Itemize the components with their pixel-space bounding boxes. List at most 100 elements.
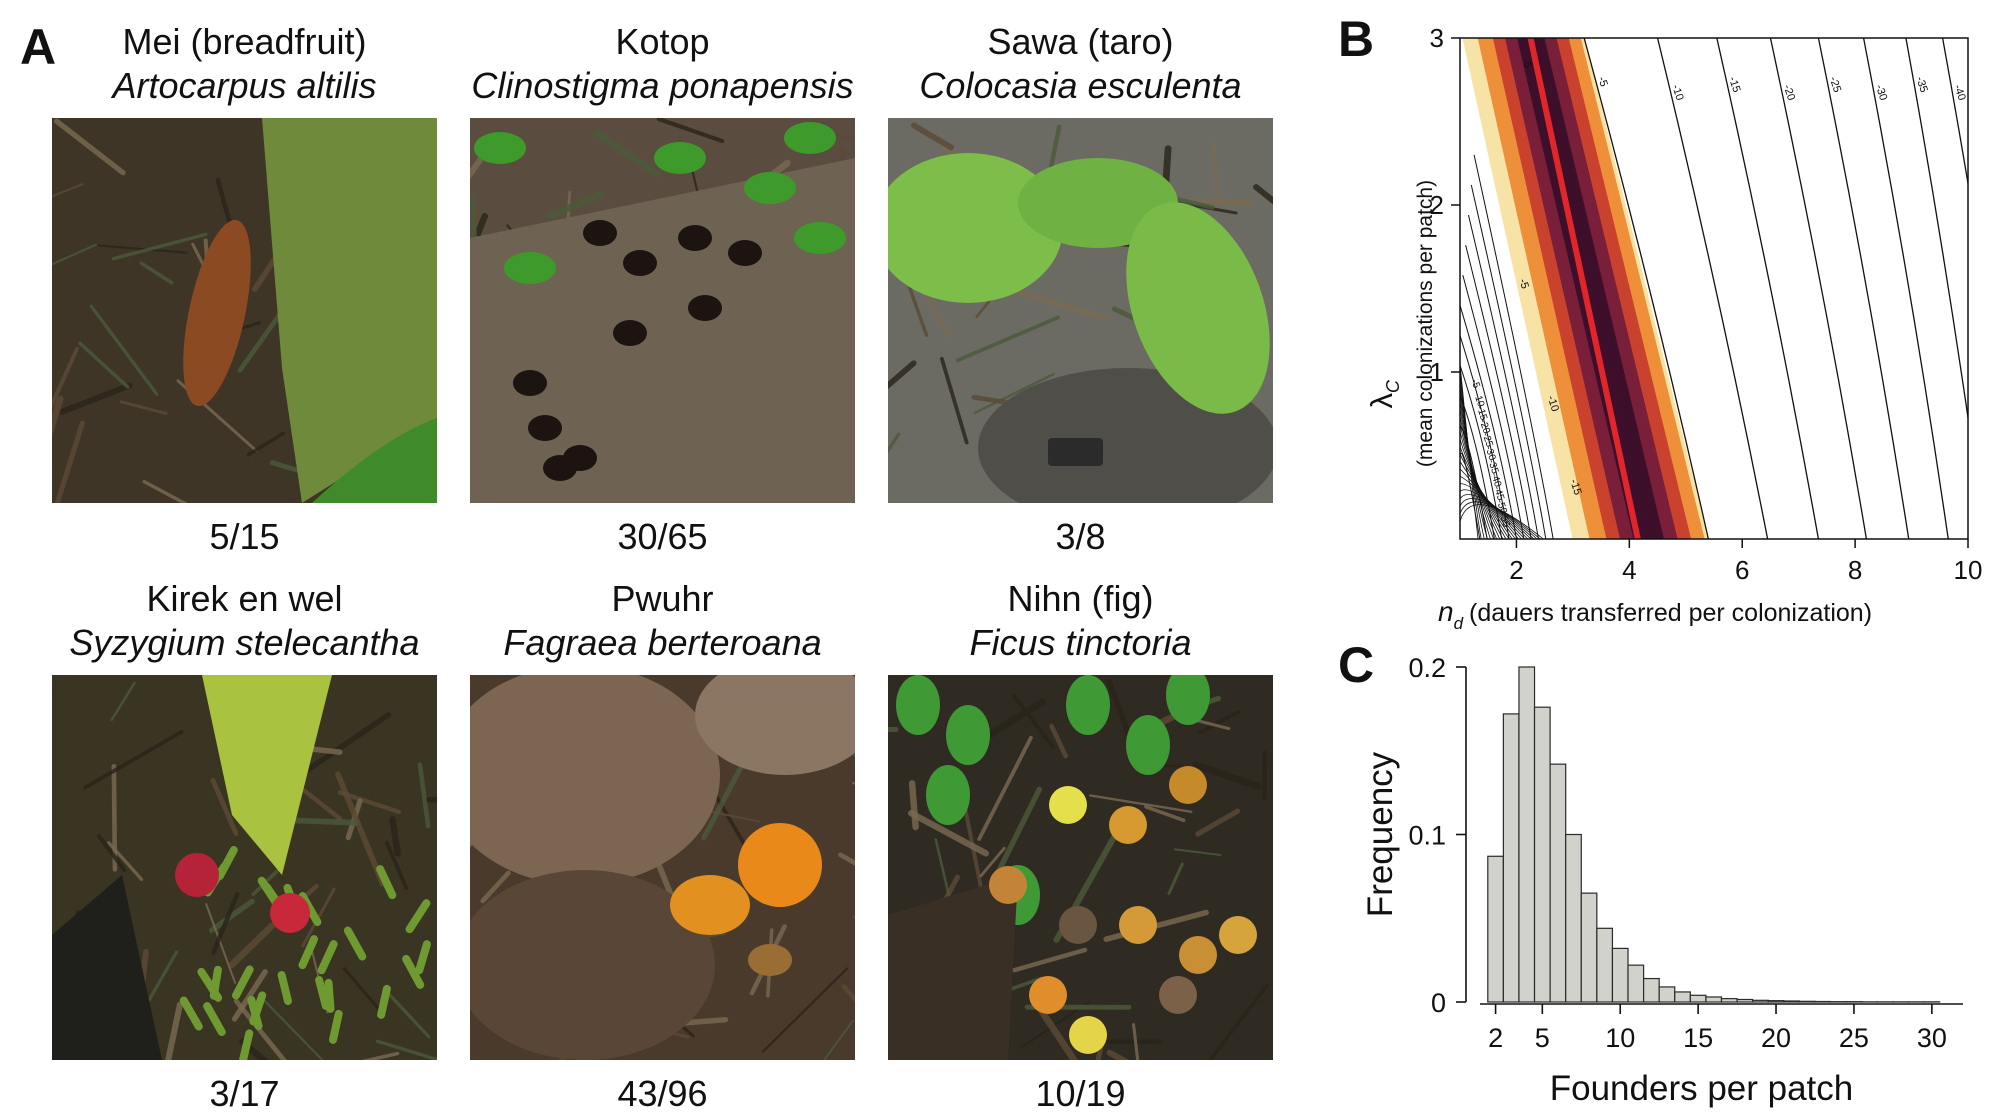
histogram-bar — [1628, 965, 1644, 1002]
contour-line — [1906, 38, 1985, 539]
fig-fruit — [1059, 906, 1097, 944]
x-axis-label: Founders per patch — [1550, 1069, 1854, 1108]
histogram-bar — [1597, 928, 1613, 1002]
palm-seed — [513, 370, 547, 396]
specimen-photo — [888, 675, 1273, 1060]
x-tick-label: 25 — [1839, 1023, 1869, 1053]
palm-seed — [613, 320, 647, 346]
orange-fruit — [670, 875, 750, 935]
histogram-bar — [1519, 667, 1535, 1002]
specimen-cell: Nihn (fig) Ficus tinctoria 10/19 — [888, 577, 1273, 1116]
scientific-name: Fagraea berteroana — [470, 621, 855, 665]
y-tick-label: 0.1 — [1408, 821, 1446, 851]
contour-line — [1717, 38, 1819, 539]
fig-fruit — [1069, 1016, 1107, 1054]
x-tick-label: 10 — [1605, 1023, 1635, 1053]
histogram-bar — [1535, 707, 1551, 1002]
specimen-cell: Pwuhr Fagraea berteroana 43/96 — [470, 577, 855, 1116]
specimen-cell: Kirek en wel Syzygium stelecantha 3/17 — [52, 577, 437, 1116]
seedling-leaf — [744, 172, 796, 204]
specimen-photo — [888, 118, 1273, 503]
histogram-bar — [1488, 856, 1504, 1002]
x-tick-label: 30 — [1917, 1023, 1947, 1053]
palm-seed — [563, 445, 597, 471]
seedling-leaf — [504, 252, 556, 284]
histogram-bar — [1815, 1001, 1831, 1002]
infection-count: 43/96 — [470, 1072, 855, 1116]
histogram-bar — [1644, 979, 1660, 1002]
palm-seed — [528, 415, 562, 441]
photo-illustration — [470, 118, 855, 503]
x-tick-label: 20 — [1761, 1023, 1791, 1053]
seedling-leaf — [654, 142, 706, 174]
x-axis-label: nd(dauers transferred per colonization) — [1438, 596, 1872, 633]
photo-illustration — [470, 675, 855, 1060]
scientific-name: Syzygium stelecantha — [52, 621, 437, 665]
fig-fruit — [1049, 786, 1087, 824]
photo-illustration — [52, 118, 437, 503]
scientific-name: Artocarpus altilis — [52, 64, 437, 108]
x-tick-label: 2 — [1488, 1023, 1503, 1053]
seedling-leaf — [474, 132, 526, 164]
infection-count: 5/15 — [52, 515, 437, 559]
histogram-bar — [1784, 1001, 1800, 1002]
fig-fruit — [989, 866, 1027, 904]
y-axis-label: (mean colonizations per patch) — [1414, 180, 1437, 467]
infection-count: 3/17 — [52, 1072, 437, 1116]
fig-leaf — [896, 675, 940, 735]
palm-seed — [623, 250, 657, 276]
fig-fruit — [1179, 936, 1217, 974]
moss-strand — [329, 983, 331, 1009]
scientific-name: Clinostigma ponapensis — [470, 64, 855, 108]
fig-leaf — [926, 765, 970, 825]
common-name: Mei (breadfruit) — [52, 20, 437, 64]
panel-label-a: A — [20, 22, 56, 72]
y-tick-label: 0 — [1431, 988, 1446, 1018]
fig-fruit — [1029, 976, 1067, 1014]
palm-seed — [688, 295, 722, 321]
histogram-bar — [1753, 1000, 1769, 1002]
specimen-photo — [52, 118, 437, 503]
histogram-bar — [1799, 1001, 1815, 1002]
fig-fruit — [1109, 806, 1147, 844]
common-name: Kirek en wel — [52, 577, 437, 621]
contour-line — [1463, 275, 1524, 539]
histogram-bar — [1706, 997, 1722, 1002]
palm-seed — [583, 220, 617, 246]
specimen-cell: Sawa (taro) Colocasia esculenta 3/8 — [888, 20, 1273, 559]
histogram-bar — [1581, 893, 1597, 1002]
x-tick-label: 6 — [1735, 555, 1749, 585]
histogram-bar — [1722, 999, 1738, 1002]
x-tick-label: 10 — [1954, 555, 1983, 585]
photo-illustration — [52, 675, 437, 1060]
contour-line — [1770, 38, 1866, 539]
seedling-leaf — [784, 122, 836, 154]
photo-illustration — [888, 675, 1273, 1060]
histogram-bar — [1768, 1001, 1784, 1002]
common-name: Sawa (taro) — [888, 20, 1273, 64]
specimen-photo — [52, 675, 437, 1060]
histogram-bar — [1659, 987, 1675, 1002]
common-name: Kotop — [470, 20, 855, 64]
specimen-cell: Kotop Clinostigma ponapensis 30/65 — [470, 20, 855, 559]
specimen-photo — [470, 118, 855, 503]
specimen-photo — [470, 675, 855, 1060]
fig-fruit — [1169, 766, 1207, 804]
fig-leaf — [1066, 675, 1110, 735]
contour-plot: -5-10-15-20-25-30-35-40-5-10-15-20-25-30… — [1335, 20, 1995, 640]
histogram-bar — [1612, 948, 1628, 1002]
fig-fruit — [1219, 916, 1257, 954]
fig-fruit — [1119, 906, 1157, 944]
scientific-name: Ficus tinctoria — [888, 621, 1273, 665]
seedling-leaf — [794, 222, 846, 254]
fig-fruit — [1159, 976, 1197, 1014]
scale-device — [1048, 438, 1103, 466]
infection-count: 3/8 — [888, 515, 1273, 559]
moss-strand — [333, 1014, 339, 1040]
fig-leaf — [946, 705, 990, 765]
common-name: Pwuhr — [470, 577, 855, 621]
histogram-bar — [1675, 992, 1691, 1002]
x-tick-label: 8 — [1848, 555, 1862, 585]
specimen-cell: Mei (breadfruit) Artocarpus altilis 5/15 — [52, 20, 437, 559]
